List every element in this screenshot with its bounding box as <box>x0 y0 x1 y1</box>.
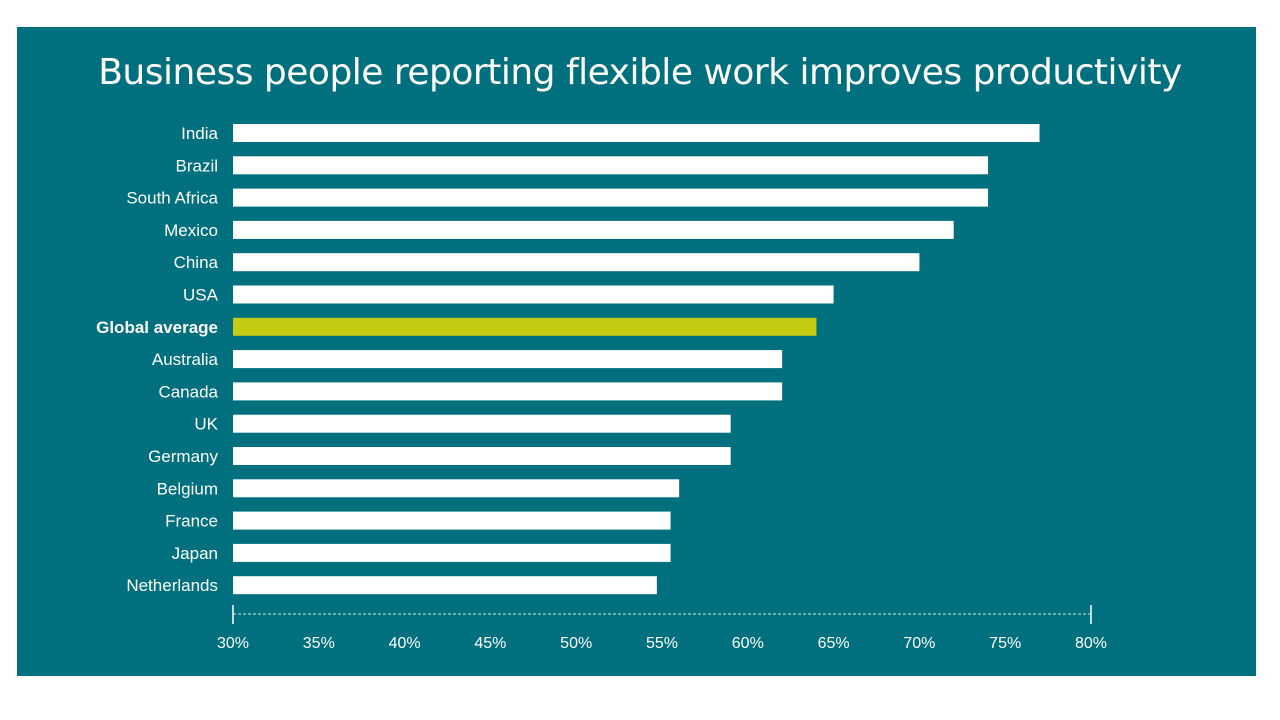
category-label: UK <box>194 415 218 434</box>
bar-australia <box>233 350 783 369</box>
bar-mexico <box>233 220 954 239</box>
x-tick-label: 80% <box>1075 635 1107 652</box>
category-label: USA <box>183 286 219 305</box>
category-label: China <box>174 253 219 272</box>
bar-china <box>233 253 920 272</box>
bar-netherlands <box>233 576 657 595</box>
category-label: Australia <box>152 350 219 369</box>
bar-canada <box>233 382 783 401</box>
x-tick-label: 70% <box>903 635 935 652</box>
x-tick-label: 60% <box>732 635 764 652</box>
category-label: Belgium <box>157 479 218 498</box>
bar-india <box>233 124 1040 142</box>
x-tick-label: 35% <box>303 635 335 652</box>
bar-south-africa <box>233 188 989 207</box>
bar-uk <box>233 414 731 433</box>
category-label: Global average <box>96 318 218 337</box>
chart-title: Business people reporting flexible work … <box>98 52 1182 93</box>
bar-japan <box>233 543 671 562</box>
category-label: Mexico <box>164 221 218 240</box>
x-tick-label: 40% <box>389 635 421 652</box>
bar-germany <box>233 447 731 465</box>
bar-france <box>233 511 671 530</box>
category-label: Netherlands <box>126 576 218 595</box>
category-label: Japan <box>172 544 218 563</box>
x-tick-label: 30% <box>217 635 249 652</box>
x-tick-label: 45% <box>474 635 506 652</box>
bar-usa <box>233 285 834 304</box>
category-label: Brazil <box>175 156 218 175</box>
category-label: South Africa <box>126 189 218 208</box>
x-tick-label: 50% <box>560 635 592 652</box>
x-tick-label: 65% <box>818 635 850 652</box>
bar-belgium <box>233 479 680 498</box>
category-label: India <box>181 124 218 143</box>
category-label: Canada <box>158 382 218 401</box>
category-label: France <box>165 512 218 531</box>
bar-brazil <box>233 156 989 175</box>
x-tick-label: 55% <box>646 635 678 652</box>
x-tick-label: 75% <box>989 635 1021 652</box>
category-label: Germany <box>148 447 218 466</box>
bar-global-average <box>233 317 817 336</box>
